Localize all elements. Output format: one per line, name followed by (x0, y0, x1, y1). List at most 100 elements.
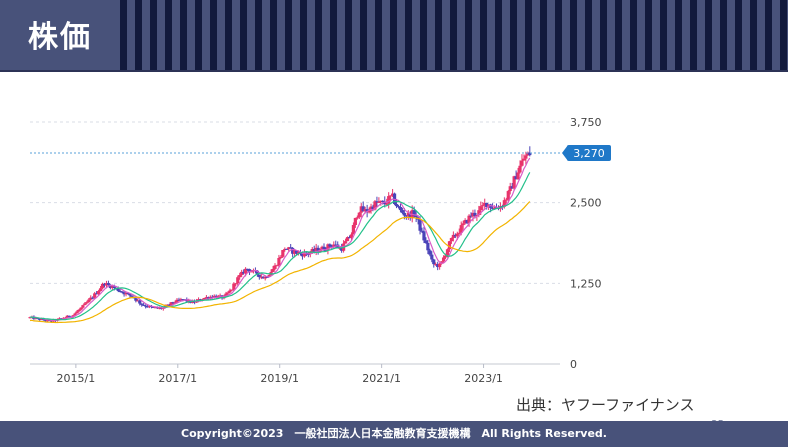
candle-body (110, 286, 114, 288)
candle-body (508, 186, 512, 192)
candle-body (345, 237, 350, 242)
candle-body (449, 237, 454, 242)
candle-body (193, 301, 197, 303)
candle-body (218, 295, 222, 297)
candle-body (355, 217, 359, 219)
candle-body (106, 283, 111, 285)
candle-body (351, 225, 356, 235)
header-divider (0, 70, 788, 72)
chart-grid (30, 121, 560, 368)
candle-body (71, 315, 75, 317)
x-tick-label: 2019/1 (260, 372, 299, 385)
candle-body (381, 200, 385, 202)
candle-body (471, 212, 475, 217)
candle-body (369, 206, 373, 211)
candle-body (492, 207, 497, 209)
candle-body (436, 264, 440, 268)
candle-body (404, 215, 408, 217)
candle-body (285, 248, 289, 250)
candle-body (124, 293, 128, 295)
candle-body (140, 303, 144, 305)
candle-body (326, 244, 330, 251)
candle-body (512, 176, 516, 189)
candle-body (302, 252, 307, 257)
x-tick-label: 2023/1 (464, 372, 503, 385)
candle-body (467, 215, 471, 224)
candle-body (87, 299, 91, 303)
candle-body (202, 297, 207, 300)
candle-body (169, 302, 173, 305)
candle-body (396, 206, 401, 208)
candle-body (28, 317, 32, 319)
header-stripes (112, 0, 788, 72)
candle-body (389, 195, 393, 197)
candle-body (426, 243, 430, 251)
candle-body (67, 315, 71, 317)
candle-body (167, 304, 171, 306)
candle-body (422, 231, 426, 241)
candle-body (332, 244, 336, 247)
candle-body (279, 256, 283, 258)
candle-body (97, 290, 101, 294)
candle-body (428, 250, 432, 255)
candle-body (361, 206, 365, 212)
candle-body (85, 302, 89, 304)
candle-body (281, 250, 285, 257)
candle-body (210, 296, 214, 298)
candle-body (328, 244, 332, 247)
candle-body (504, 199, 508, 201)
candle-body (322, 246, 326, 251)
candle-body (420, 230, 424, 232)
candle-body (238, 275, 242, 278)
candle-body (120, 291, 124, 293)
candle-body (177, 299, 181, 301)
candle-body (224, 293, 228, 296)
candle-body (44, 320, 48, 322)
candle-body (481, 205, 485, 207)
candle-body (414, 215, 418, 218)
candle-body (275, 265, 279, 267)
candle-body (59, 318, 63, 320)
candle-body (40, 318, 44, 320)
candle-body (526, 152, 530, 156)
candle-body (134, 298, 138, 301)
candle-body (89, 297, 93, 300)
candle-body (459, 225, 463, 233)
candle-body (175, 299, 179, 303)
candle-body (394, 204, 399, 207)
price-tag-box (567, 144, 611, 161)
ma-mid-line (29, 172, 531, 321)
candle-body (318, 250, 322, 252)
source-note: 出典：ヤフーファイナンス (516, 396, 695, 414)
x-axis-labels: 2015/1 2017/1 2019/1 2021/1 2023/1 (57, 372, 503, 385)
candle-body (206, 297, 210, 299)
candle-body (271, 268, 275, 273)
price-tag-pointer (562, 144, 568, 161)
candle-body (402, 212, 406, 216)
candle-body (385, 203, 389, 205)
candle-body (244, 268, 248, 274)
candle-body (465, 220, 469, 224)
candle-body (349, 234, 354, 238)
candle-body (506, 191, 510, 200)
candle-body (494, 207, 499, 209)
candle-body (406, 212, 410, 217)
copyright-footer: Copyright©2023 一般社団法人日本金融教育支援機構 All Righ… (0, 421, 788, 447)
candle-body (359, 206, 363, 213)
candle-body (306, 253, 310, 255)
candle-body (412, 210, 416, 216)
x-tick-label: 2015/1 (57, 372, 96, 385)
candle-body (157, 307, 161, 309)
candle-body (294, 250, 299, 254)
candle-body (316, 247, 320, 252)
candle-body (477, 210, 481, 216)
candle-body (247, 269, 252, 272)
candle-body (283, 248, 287, 251)
candle-body (398, 206, 403, 211)
candle-body (259, 276, 263, 278)
moving-averages (29, 157, 531, 324)
candle-body (357, 212, 361, 218)
candle-body (340, 247, 344, 251)
candle-body (204, 297, 209, 299)
ma-long-line (29, 201, 531, 324)
